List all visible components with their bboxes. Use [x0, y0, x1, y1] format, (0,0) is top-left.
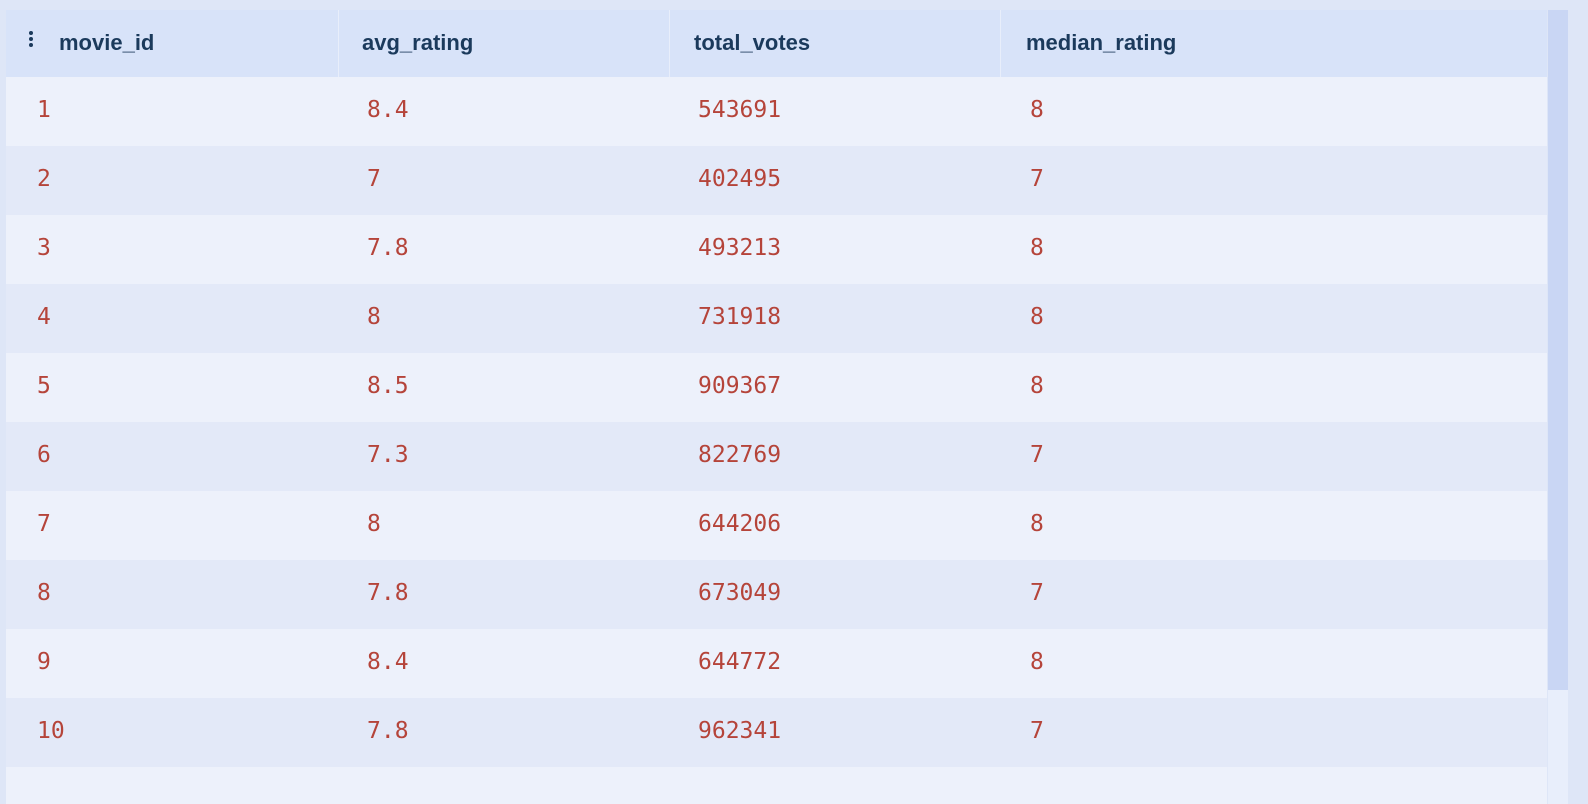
table-cell: 822769 — [698, 442, 782, 468]
scrollbar-thumb[interactable] — [1548, 10, 1568, 690]
table-cell: 8 — [1030, 97, 1044, 123]
table-cell: 962341 — [698, 718, 782, 744]
table-cell: 8.4 — [367, 649, 409, 675]
column-divider — [1000, 10, 1001, 77]
table-cell: 8 — [367, 304, 381, 330]
table-row: 5 8.5 909367 8 — [6, 353, 1547, 422]
table-cell: 9 — [37, 649, 51, 675]
table-row-partial — [6, 767, 1547, 804]
table-cell: 673049 — [698, 580, 782, 606]
table-cell: 7.8 — [367, 580, 409, 606]
table-cell: 644206 — [698, 511, 782, 537]
table-row: 1 8.4 543691 8 — [6, 77, 1547, 146]
table-cell: 8 — [1030, 373, 1044, 399]
table-row: 3 7.8 493213 8 — [6, 215, 1547, 284]
table-cell: 8.5 — [367, 373, 409, 399]
table-cell: 909367 — [698, 373, 782, 399]
column-header[interactable]: median_rating — [1026, 30, 1177, 55]
table-row: 7 8 644206 8 — [6, 491, 1547, 560]
table-cell: 3 — [37, 235, 51, 261]
table-cell: 2 — [37, 166, 51, 192]
table-cell: 7.8 — [367, 718, 409, 744]
table-cell: 7 — [1030, 442, 1044, 468]
table-cell: 7 — [1030, 718, 1044, 744]
table-cell: 644772 — [698, 649, 782, 675]
header-row: movie_id avg_rating total_votes median_rati… — [6, 10, 1547, 77]
table-cell: 1 — [37, 97, 51, 123]
table-cell: 493213 — [698, 235, 782, 261]
table-cell: 543691 — [698, 97, 782, 123]
table-cell: 10 — [37, 718, 65, 744]
table-cell: 8 — [367, 511, 381, 537]
table-cell: 731918 — [698, 304, 782, 330]
column-header[interactable]: avg_rating — [362, 30, 474, 55]
table-row: 6 7.3 822769 7 — [6, 422, 1547, 491]
table-cell: 402495 — [698, 166, 782, 192]
table-cell: 6 — [37, 442, 51, 468]
table-cell: 8 — [1030, 511, 1044, 537]
data-grid: movie_id avg_rating total_votes median_rati… — [6, 10, 1547, 804]
table-cell: 7.8 — [367, 235, 409, 261]
table-cell: 7 — [37, 511, 51, 537]
table-cell: 8 — [1030, 649, 1044, 675]
table-cell: 8 — [1030, 235, 1044, 261]
column-divider — [669, 10, 670, 77]
column-menu-icon[interactable] — [28, 30, 34, 48]
table-cell: 7 — [1030, 166, 1044, 192]
table-cell: 4 — [37, 304, 51, 330]
table-cell: 7.3 — [367, 442, 409, 468]
table-cell: 8 — [1030, 304, 1044, 330]
table-row: 2 7 402495 7 — [6, 146, 1547, 215]
table-row: 9 8.4 644772 8 — [6, 629, 1547, 698]
table-row: 8 7.8 673049 7 — [6, 560, 1547, 629]
table-row: 4 8 731918 8 — [6, 284, 1547, 353]
column-divider — [338, 10, 339, 77]
table-cell: 7 — [367, 166, 381, 192]
scrollbar[interactable] — [1548, 10, 1568, 804]
table-cell: 8.4 — [367, 97, 409, 123]
table-cell: 5 — [37, 373, 51, 399]
column-header[interactable]: total_votes — [694, 30, 811, 55]
table-row: 10 7.8 962341 7 — [6, 698, 1547, 767]
column-header[interactable]: movie_id — [59, 30, 155, 55]
table-cell: 8 — [37, 580, 51, 606]
table-cell: 7 — [1030, 580, 1044, 606]
